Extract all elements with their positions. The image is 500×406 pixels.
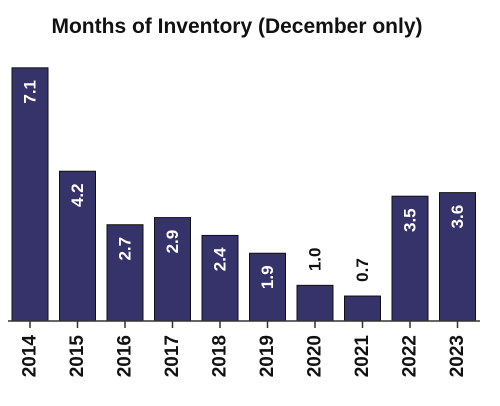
bar-2023 (439, 192, 476, 322)
tick-label-2022: 2022 (400, 335, 421, 377)
tick-label-2016: 2016 (115, 335, 136, 377)
tick-label-2021: 2021 (352, 335, 373, 378)
bar-2016 (106, 224, 144, 322)
bar-2014 (11, 67, 49, 322)
tick-label-2019: 2019 (257, 335, 278, 377)
tick-label-2020: 2020 (305, 335, 326, 377)
data-label-2019: 1.9 (258, 265, 277, 289)
data-label-2022: 3.5 (401, 208, 420, 232)
data-label-2016: 2.7 (116, 237, 135, 261)
bar-2020 (296, 284, 334, 322)
x-axis-ticks-group: 2014 2015 2016 2017 2018 2019 2020 2021 2022 2023 (20, 321, 468, 378)
tick-label-2018: 2018 (210, 335, 231, 377)
tick-label-2014: 2014 (20, 335, 41, 378)
data-label-2018: 2.4 (211, 247, 230, 271)
tick-label-2023: 2023 (447, 335, 468, 377)
bars-group (11, 67, 476, 322)
data-label-2021: 0.7 (353, 258, 372, 282)
tick-label-2017: 2017 (162, 335, 183, 377)
data-label-2023: 3.6 (448, 205, 467, 229)
data-label-2017: 2.9 (163, 230, 182, 254)
bar-2019 (249, 252, 286, 322)
data-label-2014: 7.1 (21, 80, 40, 104)
bar-2017 (154, 217, 191, 322)
bar-2021 (344, 295, 381, 322)
data-label-2015: 4.2 (68, 183, 87, 207)
bar-2015 (59, 170, 96, 322)
data-labels-group: 7.1 4.2 2.7 2.9 2.4 1.9 1.0 0.7 3.5 3.6 (21, 80, 468, 289)
tick-label-2015: 2015 (67, 335, 88, 378)
data-label-2020: 1.0 (306, 248, 325, 272)
chart-title: Months of Inventory (December only) (51, 15, 422, 38)
